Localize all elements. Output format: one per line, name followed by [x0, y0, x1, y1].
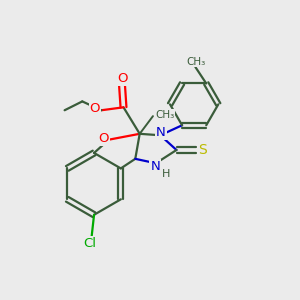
- Text: O: O: [117, 72, 128, 85]
- Text: N: N: [156, 126, 166, 140]
- Text: CH₃: CH₃: [155, 110, 175, 120]
- Text: S: S: [198, 143, 206, 157]
- Text: H: H: [162, 169, 170, 179]
- Text: O: O: [90, 102, 100, 115]
- Text: O: O: [98, 132, 109, 145]
- Text: Cl: Cl: [84, 237, 97, 250]
- Text: CH₃: CH₃: [186, 57, 206, 67]
- Text: N: N: [150, 160, 160, 173]
